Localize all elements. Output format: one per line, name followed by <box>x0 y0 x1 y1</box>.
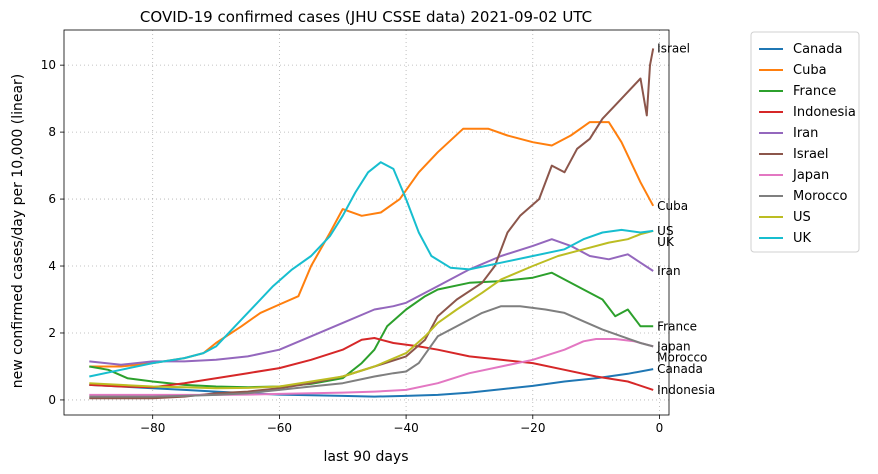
end-label-france: France <box>657 319 697 333</box>
series-line-france <box>89 271 654 389</box>
series-line-us <box>89 229 654 390</box>
y-axis-label: new confirmed cases/day per 10,000 (line… <box>10 74 26 389</box>
series-line-morocco <box>89 305 654 398</box>
end-label-iran: Iran <box>657 264 680 278</box>
series-lines <box>89 48 655 400</box>
legend-label-uk: UK <box>793 231 812 246</box>
end-label-us: US <box>657 224 673 238</box>
legend: Canada Cuba France Indonesia Iran Israel Japan… <box>750 31 860 253</box>
end-label-uk: UK <box>657 235 675 249</box>
x-axis-label: last 90 days <box>323 449 408 465</box>
legend-label-indonesia: Indonesia <box>793 105 856 120</box>
x-tick-label: −40 <box>393 421 418 435</box>
end-label-cuba: Cuba <box>657 199 688 213</box>
series-line-israel <box>89 48 655 400</box>
legend-label-france: France <box>793 84 836 99</box>
series-line-iran <box>89 238 654 366</box>
end-label-israel: Israel <box>657 41 690 55</box>
series-line-cuba <box>89 121 655 368</box>
x-tick-label: −60 <box>267 421 292 435</box>
end-label-japan: Japan <box>656 339 690 353</box>
y-tick-label: 8 <box>48 125 56 139</box>
legend-label-morocco: Morocco <box>793 189 847 204</box>
legend-label-canada: Canada <box>793 42 842 57</box>
series-line-uk <box>89 161 654 378</box>
y-tick-label: 0 <box>48 393 56 407</box>
x-tick-label: −80 <box>140 421 165 435</box>
legend-label-iran: Iran <box>793 126 818 141</box>
y-tick-label: 4 <box>48 259 56 273</box>
end-label-indonesia: Indonesia <box>657 383 715 397</box>
y-tick-label: 10 <box>41 58 56 72</box>
grid-lines <box>64 30 669 415</box>
x-tick-label: −20 <box>520 421 545 435</box>
legend-label-us: US <box>793 210 811 225</box>
end-label-morocco: Morocco <box>657 350 707 364</box>
legend-label-israel: Israel <box>793 147 829 162</box>
y-axis-ticks: 0 2 4 6 8 10 <box>41 58 64 407</box>
legend-label-cuba: Cuba <box>793 63 827 78</box>
y-tick-label: 6 <box>48 192 56 206</box>
end-label-canada: Canada <box>657 362 703 376</box>
y-tick-label: 2 <box>48 326 56 340</box>
legend-label-japan: Japan <box>792 168 829 183</box>
chart-title: COVID-19 confirmed cases (JHU CSSE data)… <box>140 8 592 26</box>
axes-frame <box>63 29 670 416</box>
series-line-indonesia <box>89 337 654 391</box>
series-line-canada <box>89 368 654 398</box>
x-axis-ticks: −80 −60 −40 −20 0 <box>140 415 663 435</box>
x-tick-label: 0 <box>656 421 664 435</box>
